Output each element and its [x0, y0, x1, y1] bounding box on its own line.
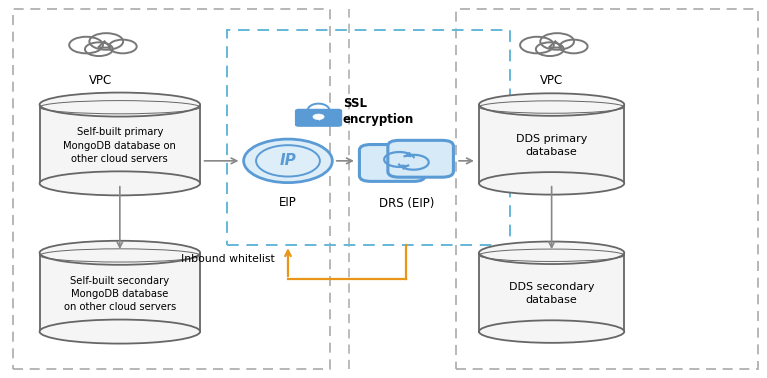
Circle shape	[540, 33, 574, 50]
Circle shape	[109, 40, 137, 53]
Text: DDS secondary
database: DDS secondary database	[509, 282, 594, 305]
Bar	[40, 105, 200, 183]
Bar	[227, 29, 509, 245]
Circle shape	[69, 37, 103, 53]
Text: DDS primary
database: DDS primary database	[516, 134, 588, 157]
FancyBboxPatch shape	[295, 110, 341, 126]
Ellipse shape	[40, 171, 200, 195]
Text: EIP: EIP	[279, 196, 297, 209]
Circle shape	[536, 42, 564, 56]
Ellipse shape	[479, 320, 624, 343]
Bar	[13, 9, 330, 369]
FancyBboxPatch shape	[388, 140, 453, 177]
Circle shape	[85, 42, 113, 56]
Bar	[479, 253, 624, 332]
Circle shape	[520, 37, 554, 53]
Circle shape	[90, 33, 123, 50]
Text: Inbound whitelist: Inbound whitelist	[181, 254, 275, 264]
Ellipse shape	[479, 93, 624, 116]
Bar	[456, 9, 758, 369]
Ellipse shape	[40, 241, 200, 265]
Circle shape	[560, 40, 588, 53]
FancyBboxPatch shape	[360, 144, 425, 181]
Ellipse shape	[40, 319, 200, 344]
Text: Self-built primary
MongoDB database on
other cloud servers: Self-built primary MongoDB database on o…	[64, 127, 176, 164]
Bar	[40, 253, 200, 332]
Text: Self-built secondary
MongoDB database
on other cloud servers: Self-built secondary MongoDB database on…	[64, 276, 176, 312]
Text: DRS (EIP): DRS (EIP)	[379, 197, 434, 210]
Text: VPC: VPC	[540, 74, 563, 87]
Ellipse shape	[479, 242, 624, 264]
Ellipse shape	[479, 172, 624, 195]
Text: VPC: VPC	[89, 74, 112, 87]
Text: IP: IP	[280, 153, 296, 168]
Circle shape	[313, 114, 324, 119]
Ellipse shape	[40, 93, 200, 116]
Bar	[479, 105, 624, 183]
Circle shape	[244, 139, 332, 183]
Text: SSL
encryption: SSL encryption	[343, 97, 414, 126]
